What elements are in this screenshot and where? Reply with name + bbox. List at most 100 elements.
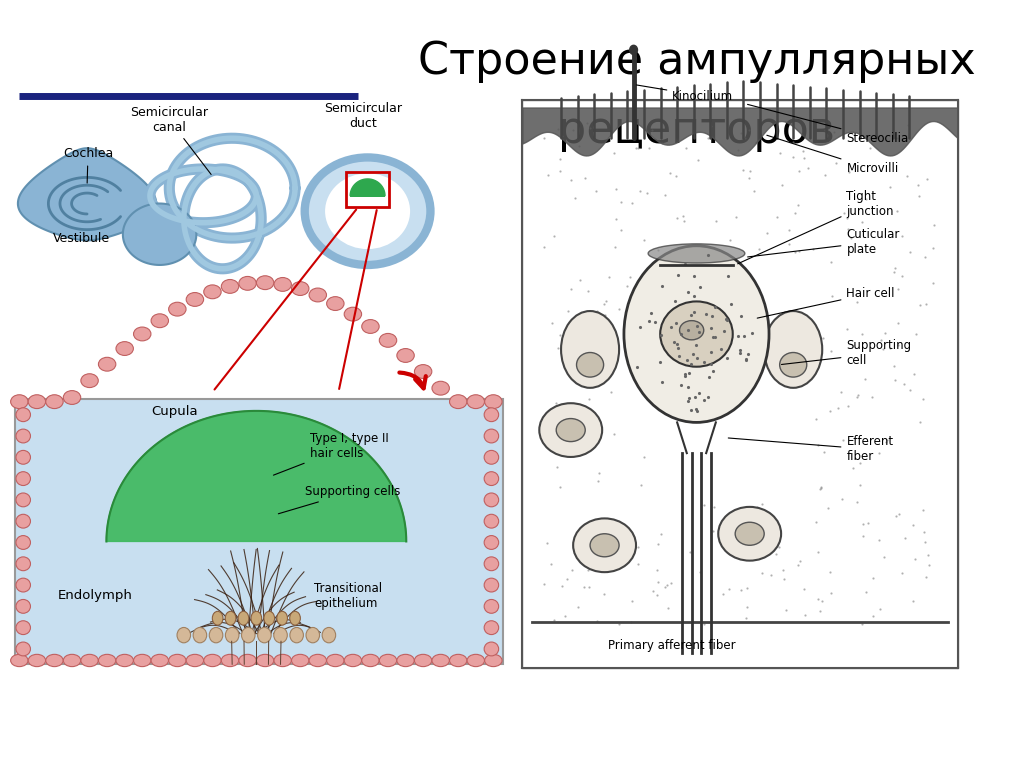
Text: Cuticular
plate: Cuticular plate bbox=[748, 228, 900, 257]
Ellipse shape bbox=[239, 276, 256, 290]
FancyBboxPatch shape bbox=[9, 115, 503, 392]
Ellipse shape bbox=[16, 515, 31, 528]
Ellipse shape bbox=[276, 611, 288, 625]
Ellipse shape bbox=[116, 654, 133, 667]
Ellipse shape bbox=[194, 627, 207, 643]
Text: Microvilli: Microvilli bbox=[767, 135, 899, 175]
Ellipse shape bbox=[660, 302, 733, 367]
Ellipse shape bbox=[327, 175, 409, 248]
Ellipse shape bbox=[450, 395, 467, 409]
Text: Stereocilia: Stereocilia bbox=[748, 104, 908, 144]
Ellipse shape bbox=[484, 515, 499, 528]
Text: Hair cell: Hair cell bbox=[757, 287, 895, 318]
Polygon shape bbox=[350, 179, 385, 196]
Ellipse shape bbox=[242, 627, 255, 643]
Ellipse shape bbox=[16, 408, 31, 422]
Ellipse shape bbox=[169, 654, 186, 667]
Ellipse shape bbox=[29, 395, 46, 409]
Ellipse shape bbox=[432, 654, 450, 667]
Ellipse shape bbox=[484, 535, 499, 549]
Ellipse shape bbox=[204, 285, 221, 299]
Ellipse shape bbox=[225, 627, 239, 643]
Ellipse shape bbox=[306, 627, 319, 643]
Ellipse shape bbox=[16, 642, 31, 656]
Ellipse shape bbox=[630, 45, 638, 55]
Ellipse shape bbox=[16, 535, 31, 549]
Ellipse shape bbox=[152, 654, 169, 667]
Ellipse shape bbox=[239, 654, 256, 667]
Ellipse shape bbox=[258, 627, 271, 643]
Ellipse shape bbox=[590, 534, 620, 557]
Text: Semicircular
canal: Semicircular canal bbox=[130, 105, 211, 174]
Ellipse shape bbox=[256, 276, 273, 290]
Text: Efferent
fiber: Efferent fiber bbox=[728, 435, 894, 463]
Ellipse shape bbox=[361, 654, 379, 667]
Ellipse shape bbox=[221, 280, 239, 293]
FancyBboxPatch shape bbox=[14, 399, 503, 664]
Ellipse shape bbox=[264, 611, 274, 625]
Ellipse shape bbox=[204, 654, 221, 667]
Ellipse shape bbox=[46, 654, 63, 667]
Text: рецепторов: рецепторов bbox=[558, 109, 835, 152]
Ellipse shape bbox=[415, 654, 432, 667]
Text: Primary afferent fiber: Primary afferent fiber bbox=[608, 639, 736, 651]
Ellipse shape bbox=[484, 493, 499, 507]
Ellipse shape bbox=[186, 293, 204, 306]
Ellipse shape bbox=[274, 277, 292, 291]
Ellipse shape bbox=[397, 349, 415, 362]
Ellipse shape bbox=[292, 654, 309, 667]
Polygon shape bbox=[106, 411, 407, 541]
Ellipse shape bbox=[484, 642, 499, 656]
Text: Строение ампуллярных: Строение ампуллярных bbox=[418, 40, 975, 83]
Ellipse shape bbox=[415, 365, 432, 379]
Ellipse shape bbox=[16, 557, 31, 571]
Ellipse shape bbox=[561, 311, 620, 388]
Ellipse shape bbox=[432, 381, 450, 395]
Text: Cupula: Cupula bbox=[151, 405, 198, 418]
Ellipse shape bbox=[177, 627, 190, 643]
Ellipse shape bbox=[764, 311, 822, 388]
Ellipse shape bbox=[256, 654, 273, 667]
Ellipse shape bbox=[273, 627, 288, 643]
Text: Type I, type II
hair cells: Type I, type II hair cells bbox=[273, 432, 388, 475]
Ellipse shape bbox=[648, 244, 744, 263]
Ellipse shape bbox=[735, 522, 764, 545]
Bar bbox=[522, 100, 957, 668]
Ellipse shape bbox=[186, 654, 204, 667]
Ellipse shape bbox=[63, 654, 81, 667]
Text: Kinocilium: Kinocilium bbox=[636, 85, 733, 102]
Ellipse shape bbox=[251, 611, 262, 625]
Ellipse shape bbox=[361, 319, 379, 333]
Ellipse shape bbox=[379, 654, 396, 667]
Ellipse shape bbox=[323, 627, 336, 643]
Ellipse shape bbox=[624, 246, 769, 422]
Ellipse shape bbox=[484, 472, 499, 485]
Ellipse shape bbox=[16, 472, 31, 485]
Ellipse shape bbox=[450, 654, 467, 667]
Ellipse shape bbox=[577, 353, 603, 377]
Ellipse shape bbox=[484, 557, 499, 571]
Ellipse shape bbox=[484, 600, 499, 614]
Ellipse shape bbox=[29, 654, 46, 667]
Ellipse shape bbox=[152, 314, 169, 328]
Ellipse shape bbox=[556, 419, 586, 442]
Ellipse shape bbox=[16, 600, 31, 614]
Ellipse shape bbox=[98, 654, 116, 667]
Ellipse shape bbox=[239, 611, 249, 625]
Ellipse shape bbox=[779, 353, 807, 377]
Ellipse shape bbox=[484, 395, 502, 409]
Ellipse shape bbox=[133, 327, 151, 341]
Ellipse shape bbox=[327, 296, 344, 310]
Ellipse shape bbox=[484, 654, 502, 667]
Ellipse shape bbox=[327, 654, 344, 667]
Ellipse shape bbox=[212, 611, 223, 625]
Ellipse shape bbox=[680, 321, 703, 340]
Ellipse shape bbox=[209, 627, 223, 643]
Ellipse shape bbox=[81, 374, 98, 388]
Ellipse shape bbox=[46, 395, 63, 409]
Ellipse shape bbox=[116, 342, 133, 356]
Polygon shape bbox=[123, 204, 197, 265]
Ellipse shape bbox=[225, 611, 236, 625]
Ellipse shape bbox=[98, 357, 116, 371]
Ellipse shape bbox=[290, 611, 300, 625]
